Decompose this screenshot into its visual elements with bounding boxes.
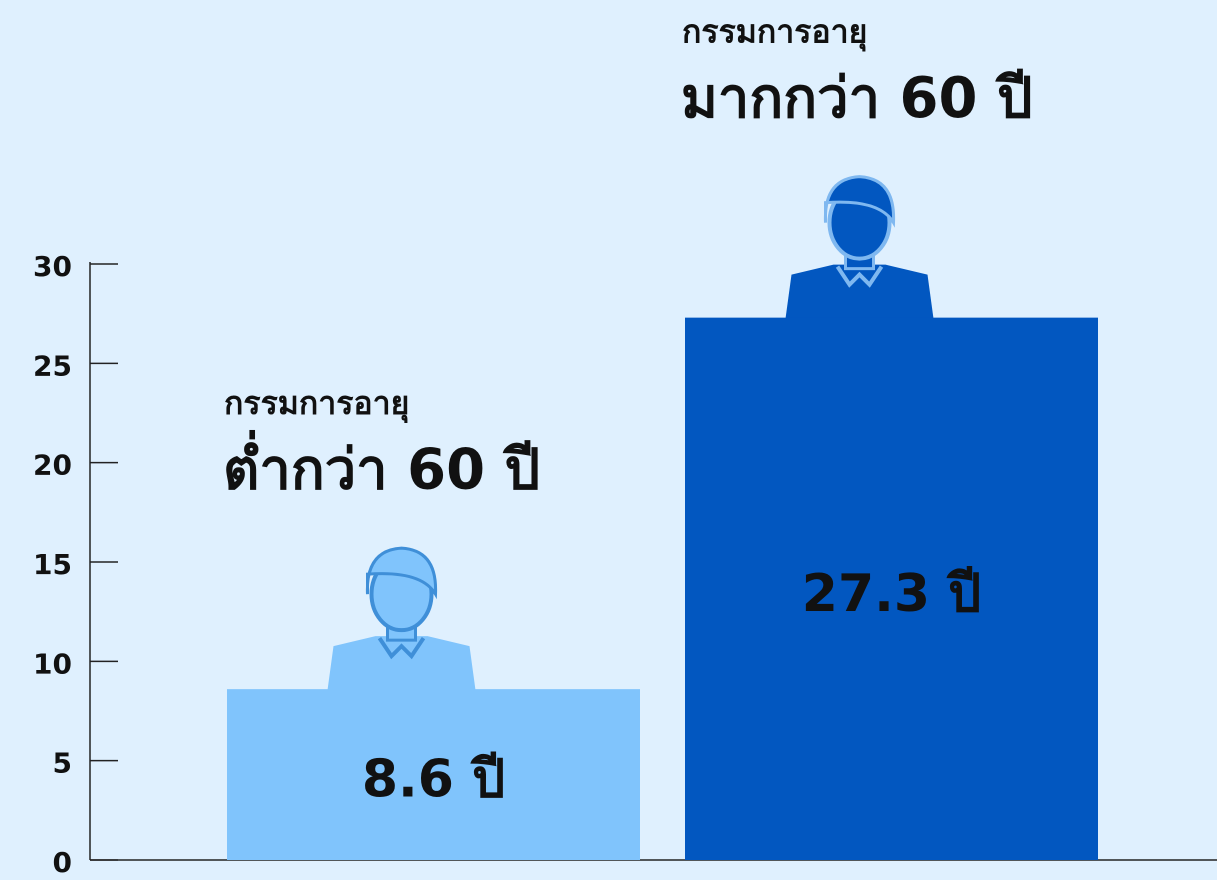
y-tick-label: 20 — [33, 449, 72, 482]
category-label-line: ต่ำกว่า 60 ปี — [223, 429, 540, 502]
value-label: 8.6 ปี — [362, 750, 505, 810]
person-icon — [327, 546, 476, 691]
y-tick-label: 5 — [53, 747, 72, 780]
y-tick-label: 10 — [33, 647, 72, 680]
icon-collar — [835, 265, 884, 288]
icon-body — [785, 264, 934, 319]
bar — [685, 317, 1098, 860]
value-label: 27.3 ปี — [802, 564, 981, 624]
icon-hair — [823, 175, 896, 228]
bar — [227, 689, 640, 860]
y-tick-label: 25 — [33, 349, 72, 382]
icon-collar — [377, 637, 426, 660]
icon-body — [327, 636, 476, 691]
y-tick-label: 15 — [33, 548, 72, 581]
y-tick-label: 0 — [53, 846, 72, 879]
person-icon — [785, 175, 934, 319]
category-label-line: กรรมการอายุ — [224, 384, 409, 424]
y-tick-label: 30 — [33, 250, 72, 283]
icon-hair — [365, 546, 438, 600]
category-label-line: กรรมการอายุ — [682, 13, 867, 53]
category-label-line: มากกว่า 60 ปี — [681, 66, 1033, 131]
